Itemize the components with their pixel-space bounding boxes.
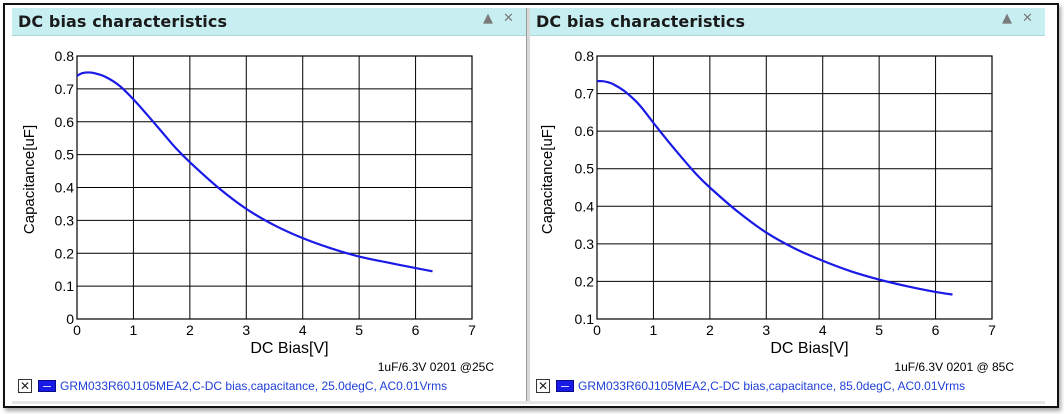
- y-tick-label: 0.5: [55, 147, 75, 163]
- dc-bias-chart-85c: 0 1 2 3 4 5 6 7 0.1 0.2 0.3 0.4 0.5 0.6 0.7 0.8 DC Bias[…: [539, 48, 1014, 374]
- plot-area: [596, 55, 993, 320]
- y-tick-label: 0.2: [55, 245, 75, 261]
- y-tick-label: 0.6: [575, 123, 595, 139]
- chart-panel-85c: DC bias characteristics ▲ ✕ 0 1 2 3 4 5 6 7 0.1 0…: [530, 8, 1045, 400]
- x-tick-label: 1: [130, 322, 138, 338]
- y-tick-label: 0.3: [55, 212, 75, 228]
- legend-series-swatch[interactable]: [38, 380, 56, 392]
- panel-titlebar: DC bias characteristics ▲ ✕: [12, 8, 526, 36]
- x-tick-label: 0: [593, 322, 601, 338]
- x-tick-label: 3: [242, 322, 250, 338]
- x-tick-label: 5: [355, 322, 363, 338]
- close-x-icon[interactable]: ✕: [503, 11, 514, 26]
- minimize-triangle-icon[interactable]: ▲: [483, 11, 493, 26]
- legend: ✕ GRM033R60J105MEA2,C-DC bias,capacitanc…: [536, 378, 965, 394]
- y-tick-label: 0.4: [575, 198, 595, 214]
- y-tick-label: 0.1: [575, 311, 595, 327]
- x-tick-label: 3: [762, 322, 770, 338]
- dc-bias-chart-25c: 0 1 2 3 4 5 6 7 0 0.1 0.2 0.3 0.4 0.5 0.6 0.7 0.8 DC Bias…: [21, 48, 495, 374]
- capacitance-series-line[interactable]: [596, 79, 953, 296]
- panel-title: DC bias characteristics: [18, 12, 228, 31]
- y-tick-label: 0.7: [575, 86, 595, 102]
- legend-remove-icon[interactable]: ✕: [18, 379, 32, 393]
- x-tick-label: 4: [299, 322, 307, 338]
- x-tick-label: 6: [932, 322, 940, 338]
- y-axis-label: Capacitance[uF]: [539, 125, 556, 234]
- chart-panel-25c: DC bias characteristics ▲ ✕ 0 1 2 3 4 5 6 7 0 0.1…: [12, 8, 526, 400]
- x-axis-label: DC Bias[V]: [770, 340, 848, 357]
- x-tick-label: 7: [468, 322, 476, 338]
- y-tick-label: 0.3: [575, 236, 595, 252]
- y-axis-label: Capacitance[uF]: [21, 125, 38, 234]
- panel-divider[interactable]: [526, 8, 530, 404]
- status-strip: [12, 401, 1045, 404]
- x-tick-label: 4: [819, 322, 827, 338]
- legend-series-label: GRM033R60J105MEA2,C-DC bias,capacitance,…: [578, 379, 966, 393]
- panel-titlebar: DC bias characteristics ▲ ✕: [530, 8, 1045, 36]
- close-x-icon[interactable]: ✕: [1022, 11, 1033, 26]
- legend-series-label: GRM033R60J105MEA2,C-DC bias,capacitance,…: [60, 379, 448, 393]
- window-frame: DC bias characteristics ▲ ✕ 0 1 2 3 4 5 6 7 0 0.1…: [3, 3, 1059, 408]
- y-tick-label: 0.5: [575, 161, 595, 177]
- chart-annotation: 1uF/6.3V 0201 @25C: [378, 360, 495, 374]
- y-tick-label: 0.2: [575, 273, 595, 289]
- y-tick-label: 0: [66, 311, 74, 327]
- y-tick-label: 0.6: [55, 114, 75, 130]
- capacitance-series-line[interactable]: [76, 71, 433, 273]
- x-tick-label: 7: [988, 322, 996, 338]
- y-tick-label: 0.7: [55, 81, 75, 97]
- y-tick-label: 0.8: [575, 48, 595, 64]
- legend-remove-icon[interactable]: ✕: [536, 379, 550, 393]
- x-tick-label: 5: [875, 322, 883, 338]
- panel-title: DC bias characteristics: [536, 12, 746, 31]
- y-tick-label: 0.1: [55, 278, 75, 294]
- y-tick-label: 0.8: [55, 48, 75, 64]
- legend: ✕ GRM033R60J105MEA2,C-DC bias,capacitanc…: [18, 378, 447, 394]
- x-tick-label: 0: [73, 322, 81, 338]
- x-tick-label: 6: [412, 322, 420, 338]
- x-tick-label: 2: [706, 322, 714, 338]
- legend-series-swatch[interactable]: [556, 380, 574, 392]
- plot-area: [76, 55, 473, 320]
- x-tick-label: 1: [650, 322, 658, 338]
- chart-annotation: 1uF/6.3V 0201 @ 85C: [894, 360, 1014, 374]
- y-tick-label: 0.4: [55, 180, 75, 196]
- x-axis-label: DC Bias[V]: [250, 340, 328, 357]
- minimize-triangle-icon[interactable]: ▲: [1002, 11, 1012, 26]
- x-tick-label: 2: [186, 322, 194, 338]
